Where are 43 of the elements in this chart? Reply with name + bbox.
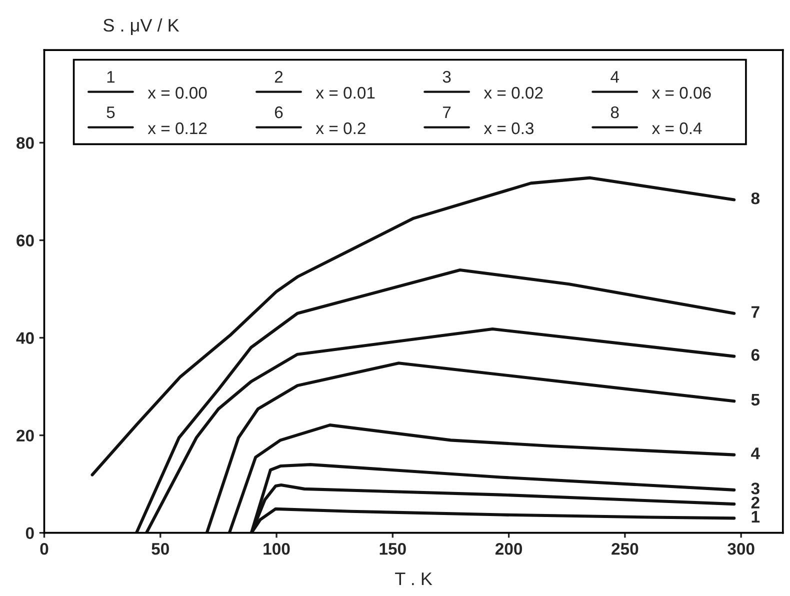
text: 4 <box>610 71 619 83</box>
text: 8 <box>751 192 760 204</box>
annotation: x = 0.12 <box>148 122 207 134</box>
annotation: x = 0.01 <box>316 86 375 99</box>
legend-label: 5 <box>106 106 115 118</box>
y-tick-label: 60 <box>16 234 34 246</box>
y-tick-label: 80 <box>16 137 34 149</box>
annotation: x = 0.3 <box>484 122 534 134</box>
text: 6 <box>751 348 760 361</box>
series-label: 1 <box>752 511 760 523</box>
legend-label: 8 <box>610 106 619 118</box>
series-label: 2 <box>751 496 760 508</box>
line-series <box>134 268 736 533</box>
annotation: x = 0.06 <box>652 86 711 99</box>
series-label: 4 <box>751 448 760 460</box>
legend-label: 6 <box>274 106 283 118</box>
x-tick-label: 50 <box>152 542 169 555</box>
annotation: x = 0.4 <box>652 122 702 134</box>
x-tick-label: 0 <box>40 542 48 555</box>
x-tick-label: 150 <box>380 542 406 555</box>
x-tick-label: 200 <box>495 542 522 555</box>
y-tick-label: 20 <box>16 430 34 442</box>
x-axis-title: T . K <box>395 572 432 586</box>
series-label: 3 <box>751 482 760 494</box>
line-series <box>144 327 736 533</box>
line-series <box>205 362 736 533</box>
y-tick-label: 40 <box>16 332 34 344</box>
y-axis-title: S . μV / K <box>104 18 180 35</box>
line-series <box>90 176 736 476</box>
text: 7 <box>751 306 760 318</box>
text: 2 <box>274 70 283 83</box>
legend-label: 7 <box>443 106 451 118</box>
annotation: x = 0.02 <box>484 86 543 99</box>
line-series <box>228 424 736 533</box>
y-tick-label: 0 <box>26 527 34 540</box>
text: 5 <box>751 394 760 406</box>
x-tick-label: 100 <box>264 542 290 555</box>
annotation: x = 0.2 <box>316 122 366 134</box>
text: 1 <box>107 71 115 83</box>
x-tick-label: 300 <box>728 542 754 555</box>
x-tick-label: 250 <box>612 542 638 555</box>
annotation: x = 0.00 <box>148 86 207 99</box>
text: 3 <box>442 70 451 83</box>
